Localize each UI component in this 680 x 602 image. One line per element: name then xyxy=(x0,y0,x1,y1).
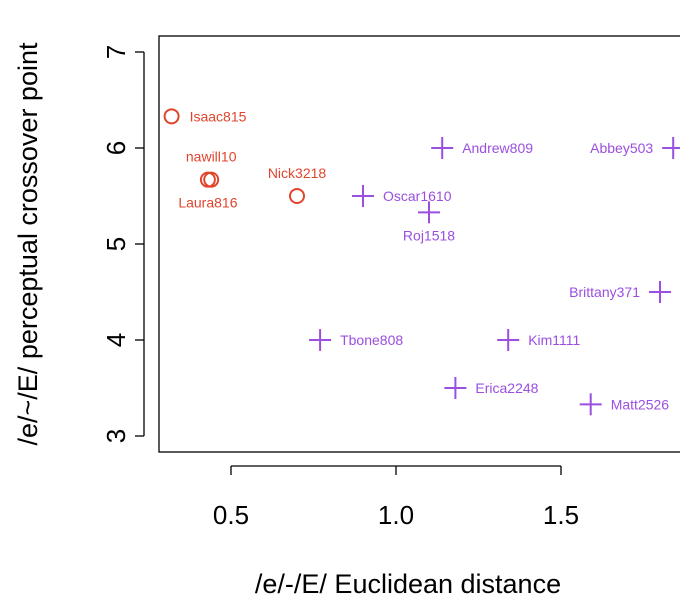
x-tick-label: 1.0 xyxy=(378,500,414,530)
y-tick-label: 4 xyxy=(101,333,131,347)
data-point-label: Abbey503 xyxy=(590,140,653,156)
data-point-circle xyxy=(203,171,220,188)
data-point-label: Brittany371 xyxy=(569,284,640,300)
data-point-label: nawill10 xyxy=(186,149,237,165)
plot-frame xyxy=(158,35,680,453)
data-point-label: Kim1111 xyxy=(528,332,580,348)
y-tick-label: 6 xyxy=(101,141,131,155)
data-point-label: Erica2248 xyxy=(475,380,538,396)
x-tick-label: 0.5 xyxy=(213,500,249,530)
x-axis-label: /e/-/E/ Euclidean distance xyxy=(255,569,561,599)
data-point-label: Tbone808 xyxy=(340,332,403,348)
y-tick-label: 7 xyxy=(101,45,131,59)
y-tick-label: 5 xyxy=(101,237,131,251)
data-point-circle xyxy=(163,108,180,125)
y-axis-label: /e/~/E/ perceptual crossover point xyxy=(13,42,43,445)
x-tick-label: 1.5 xyxy=(543,500,579,530)
data-point-label: Isaac815 xyxy=(190,108,247,124)
data-point-label: Oscar1610 xyxy=(383,188,452,204)
data-point-label: Nick3218 xyxy=(268,165,327,181)
data-point-circle xyxy=(289,188,305,204)
data-point-label: Matt2526 xyxy=(611,396,670,412)
data-point-label: Andrew809 xyxy=(462,140,533,156)
data-point-label: Roj1518 xyxy=(403,227,455,243)
y-tick-label: 3 xyxy=(101,429,131,443)
data-point-label: Laura816 xyxy=(178,195,237,211)
plot-layer: 0.5 1.0 1.5 3 4 5 6 7 Isaac815 nawill10 Laura816 Ni… xyxy=(101,35,680,530)
data-point-circle xyxy=(199,171,216,188)
